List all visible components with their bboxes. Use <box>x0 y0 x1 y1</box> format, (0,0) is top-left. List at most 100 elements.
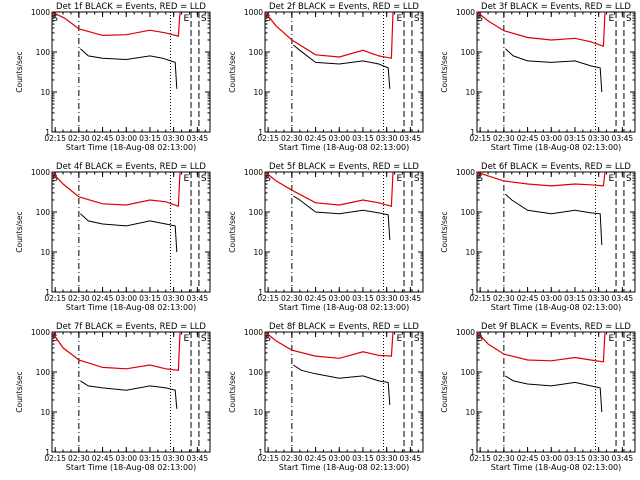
x-tick-label: 02:15 <box>469 294 491 303</box>
y-axis-label: Counts/sec <box>228 371 237 412</box>
marker-label: E <box>183 334 189 344</box>
events-series-line <box>505 193 603 246</box>
x-tick-label: 03:15 <box>352 454 374 463</box>
marker-label: S <box>626 334 632 344</box>
x-tick-label: 03:00 <box>115 454 137 463</box>
y-tick-label: 10 <box>465 248 475 257</box>
x-axis-label: Start Time (18-Aug-08 02:13:00) <box>491 463 622 472</box>
marker-label: S <box>201 14 207 24</box>
y-axis-label: Counts/sec <box>15 371 24 412</box>
panel-title: Det 5f BLACK = Events, RED = LLD <box>269 162 419 172</box>
x-tick-label: 03:30 <box>163 134 185 143</box>
y-tick-label: 1 <box>470 448 475 457</box>
events-series-line <box>80 48 178 89</box>
x-tick-label: 03:30 <box>376 134 398 143</box>
y-tick-label: 10 <box>40 408 50 417</box>
x-axis-label: Start Time (18-Aug-08 02:13:00) <box>279 143 410 152</box>
plot-frame <box>51 171 211 293</box>
marker-label: S <box>52 174 58 184</box>
x-tick-label: 02:15 <box>469 454 491 463</box>
marker-label: S <box>477 14 483 24</box>
x-tick-label: 02:30 <box>68 294 90 303</box>
x-axis-label: Start Time (18-Aug-08 02:13:00) <box>491 143 622 152</box>
x-tick-label: 03:00 <box>328 294 350 303</box>
y-tick-label: 100 <box>36 208 51 217</box>
y-tick-label: 1 <box>45 128 50 137</box>
marker-label: E <box>608 334 614 344</box>
panel-title: Det 1f BLACK = Events, RED = LLD <box>56 2 206 12</box>
marker-label: E <box>396 334 402 344</box>
marker-label: E <box>183 14 189 24</box>
x-tick-label: 03:15 <box>564 294 586 303</box>
y-tick-label: 100 <box>461 208 476 217</box>
x-tick-label: 02:45 <box>305 294 327 303</box>
marker-label: S <box>626 14 632 24</box>
y-tick-label: 1 <box>470 128 475 137</box>
detector-panel-4: Det 4f BLACK = Events, RED = LLD 1 10 100 10… <box>15 162 211 312</box>
plot-frame <box>476 171 636 293</box>
x-tick-label: 03:15 <box>352 134 374 143</box>
detector-panel-1: Det 1f BLACK = Events, RED = LLD 1 10 100 10… <box>15 2 211 152</box>
y-tick-label: 100 <box>36 48 51 57</box>
y-axis-label: Counts/sec <box>15 51 24 92</box>
x-tick-label: 02:30 <box>493 134 515 143</box>
x-tick-label: 02:30 <box>281 294 303 303</box>
x-tick-label: 03:30 <box>588 454 610 463</box>
plot-frame <box>264 171 424 293</box>
x-tick-label: 02:45 <box>92 134 114 143</box>
x-tick-label: 02:45 <box>517 134 539 143</box>
x-tick-label: 02:15 <box>44 134 66 143</box>
y-tick-label: 1000 <box>244 168 263 177</box>
x-tick-label: 03:30 <box>163 454 185 463</box>
y-tick-label: 1 <box>470 288 475 297</box>
detector-panel-5: Det 5f BLACK = Events, RED = LLD 1 10 100 10… <box>228 162 424 312</box>
y-axis-label: Counts/sec <box>440 371 449 412</box>
x-tick-label: 02:45 <box>305 134 327 143</box>
x-tick-label: 03:45 <box>400 134 422 143</box>
x-tick-label: 02:15 <box>257 454 279 463</box>
x-tick-label: 03:15 <box>139 134 161 143</box>
y-tick-label: 1000 <box>244 8 263 17</box>
x-tick-label: 02:30 <box>281 454 303 463</box>
marker-label: E <box>183 174 189 184</box>
x-tick-label: 03:00 <box>115 134 137 143</box>
marker-label: E <box>396 174 402 184</box>
x-tick-label: 03:45 <box>400 294 422 303</box>
panel-title: Det 4f BLACK = Events, RED = LLD <box>56 162 206 172</box>
x-tick-label: 03:15 <box>564 134 586 143</box>
x-tick-label: 03:30 <box>588 294 610 303</box>
x-tick-label: 03:30 <box>376 454 398 463</box>
marker-label: E <box>608 14 614 24</box>
x-tick-label: 03:45 <box>612 294 634 303</box>
y-tick-label: 1 <box>258 128 263 137</box>
x-tick-label: 03:15 <box>139 294 161 303</box>
marker-label: S <box>477 334 483 344</box>
x-tick-label: 02:15 <box>44 294 66 303</box>
y-tick-label: 100 <box>249 208 264 217</box>
x-axis-label: Start Time (18-Aug-08 02:13:00) <box>279 463 410 472</box>
y-tick-label: 1000 <box>31 168 50 177</box>
y-tick-label: 100 <box>461 368 476 377</box>
x-tick-label: 03:00 <box>540 134 562 143</box>
x-tick-label: 03:00 <box>328 134 350 143</box>
y-tick-label: 100 <box>249 48 264 57</box>
detector-panel-6: Det 6f BLACK = Events, RED = LLD 1 10 100 10… <box>440 162 636 312</box>
marker-label: S <box>414 334 420 344</box>
x-tick-label: 02:15 <box>469 134 491 143</box>
lld-series-line <box>476 331 606 363</box>
y-tick-label: 10 <box>465 408 475 417</box>
detector-panel-3: Det 3f BLACK = Events, RED = LLD 1 10 100 10… <box>440 2 636 152</box>
x-tick-label: 02:15 <box>44 454 66 463</box>
panel-title: Det 7f BLACK = Events, RED = LLD <box>56 322 206 332</box>
lld-series-line <box>51 11 181 37</box>
x-tick-label: 02:45 <box>92 294 114 303</box>
y-tick-label: 10 <box>253 408 263 417</box>
x-tick-label: 02:45 <box>92 454 114 463</box>
x-axis-label: Start Time (18-Aug-08 02:13:00) <box>66 463 197 472</box>
x-axis-label: Start Time (18-Aug-08 02:13:00) <box>66 143 197 152</box>
y-axis-label: Counts/sec <box>228 51 237 92</box>
detector-panel-8: Det 8f BLACK = Events, RED = LLD 1 10 100 10… <box>228 322 424 472</box>
x-tick-label: 03:30 <box>163 294 185 303</box>
y-tick-label: 10 <box>465 88 475 97</box>
